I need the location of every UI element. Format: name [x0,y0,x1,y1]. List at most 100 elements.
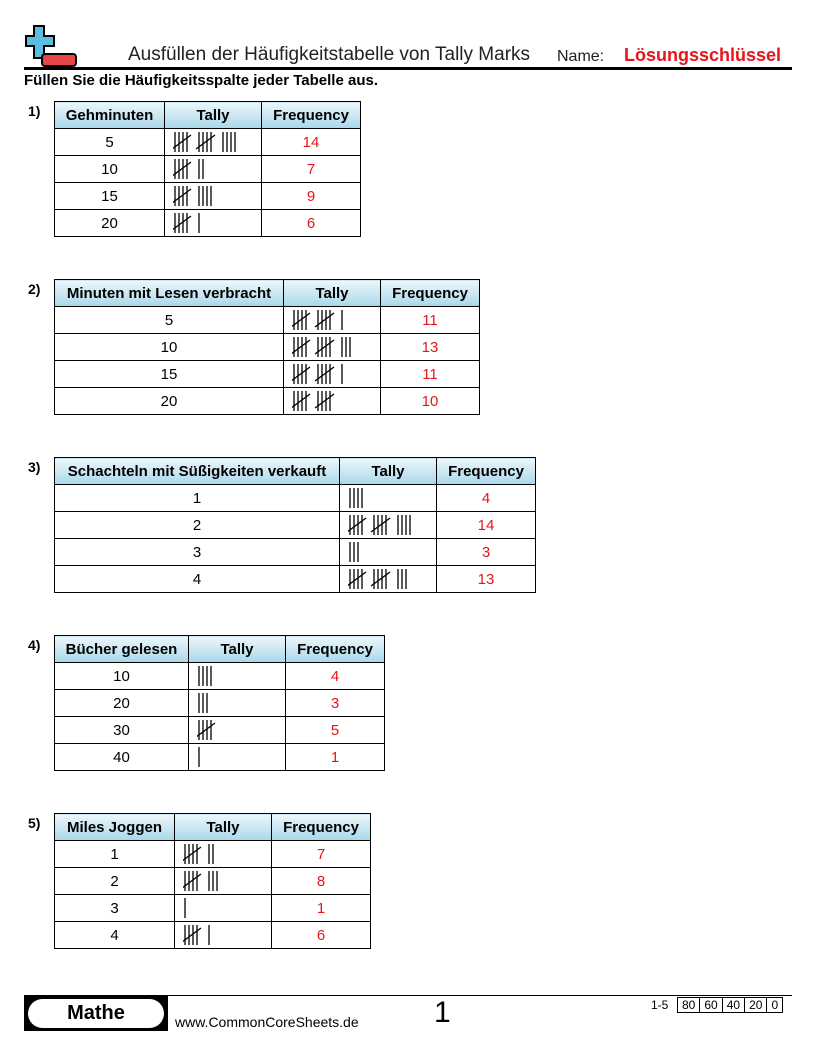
frequency-answer[interactable]: 14 [261,128,361,156]
value-cell: 40 [54,743,189,771]
frequency-answer[interactable]: 8 [271,867,371,895]
footer-divider [24,995,792,996]
tally-cell [188,662,286,690]
tally-cell [164,155,262,183]
column-header: Gehminuten [54,101,165,129]
column-header: Frequency [271,813,371,841]
tally-marks [292,364,343,384]
tally-cell [174,867,272,895]
brand-label: Mathe [28,999,164,1028]
tally-marks [183,925,210,945]
tally-slash [292,339,311,355]
frequency-answer[interactable]: 14 [436,511,536,539]
score-range: 1-5 [651,998,669,1012]
value-cell: 20 [54,209,165,237]
value-cell: 30 [54,716,189,744]
frequency-answer[interactable]: 4 [285,662,385,690]
problem-number: 4) [28,637,41,653]
tally-slash [197,722,216,738]
tally-cell [283,333,381,361]
table-row: 10 7 [54,155,361,183]
tally-cell [339,538,437,566]
table-row: 40 1 [54,743,385,771]
tally-marks [292,337,351,357]
column-header: Tally [283,279,381,307]
table-row: 10 4 [54,662,385,690]
frequency-answer[interactable]: 7 [261,155,361,183]
frequency-answer[interactable]: 1 [285,743,385,771]
column-header: Frequency [285,635,385,663]
plus-minus-logo-icon [25,25,77,67]
tally-marks [183,844,214,864]
frequency-answer[interactable]: 6 [271,921,371,949]
frequency-answer[interactable]: 3 [285,689,385,717]
table-row: 15 9 [54,182,361,210]
frequency-answer[interactable]: 4 [436,484,536,512]
frequency-answer[interactable]: 13 [436,565,536,593]
value-cell: 15 [54,182,165,210]
worksheet-title: Ausfüllen der Häufigkeitstabelle von Tal… [128,44,531,65]
frequency-answer[interactable]: 10 [380,387,480,415]
frequency-table: Gehminuten Tally Frequency 5 14 10 7 15 9 20 6 [54,101,361,237]
tally-slash [314,312,335,328]
tally-slash [370,517,391,533]
score-box: 60 [699,998,721,1012]
tally-marks [183,871,218,891]
frequency-answer[interactable]: 11 [380,306,480,334]
frequency-answer[interactable]: 6 [261,209,361,237]
value-cell: 10 [54,662,189,690]
name-value: Lösungsschlüssel [624,45,782,65]
tally-slash [348,571,367,587]
tally-cell [188,743,286,771]
tally-marks [198,747,200,767]
tally-marks [197,720,216,740]
value-cell: 10 [54,333,284,361]
tally-marks [292,391,335,411]
tally-slash [183,846,202,862]
frequency-answer[interactable]: 7 [271,840,371,868]
frequency-answer[interactable]: 9 [261,182,361,210]
tally-cell [283,306,381,334]
tally-slash [292,366,311,382]
page-number: 1 [434,996,451,1029]
value-cell: 2 [54,867,175,895]
frequency-answer[interactable]: 1 [271,894,371,922]
tally-slash [314,366,335,382]
tally-cell [174,840,272,868]
tally-cell [339,484,437,512]
tally-marks [349,542,359,562]
value-cell: 1 [54,484,340,512]
tally-marks [173,186,212,206]
value-cell: 5 [54,128,165,156]
table-row: 10 13 [54,333,480,361]
table-row: 20 10 [54,387,480,415]
value-cell: 1 [54,840,175,868]
frequency-table: Minuten mit Lesen verbracht Tally Frequenc… [54,279,480,415]
column-header: Frequency [436,457,536,485]
frequency-answer[interactable]: 11 [380,360,480,388]
instructions: Füllen Sie die Häufigkeitsspalte jeder T… [24,72,379,89]
column-header: Frequency [380,279,480,307]
value-cell: 4 [54,565,340,593]
problem-number: 2) [28,281,41,297]
column-header: Tally [164,101,262,129]
frequency-answer[interactable]: 13 [380,333,480,361]
frequency-answer[interactable]: 5 [285,716,385,744]
tally-slash [292,393,311,409]
table-row: 15 11 [54,360,480,388]
tally-slash [348,517,367,533]
name-label: Name: [557,48,605,65]
tally-marks [173,132,236,152]
tally-slash [173,188,192,204]
tally-cell [164,209,262,237]
value-cell: 4 [54,921,175,949]
frequency-answer[interactable]: 3 [436,538,536,566]
tally-slash [314,339,335,355]
table-row: 20 6 [54,209,361,237]
column-header: Bücher gelesen [54,635,189,663]
value-cell: 3 [54,894,175,922]
